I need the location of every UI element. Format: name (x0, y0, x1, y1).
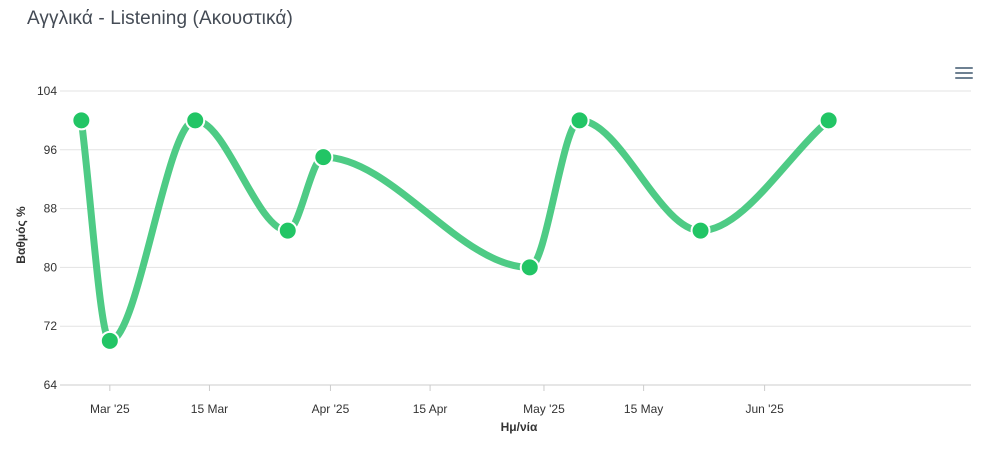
data-point (519, 257, 540, 278)
y-tick-label: 80 (44, 260, 58, 274)
data-point (569, 110, 590, 131)
data-point (99, 330, 120, 351)
x-tick-label: Mar '25 (90, 402, 130, 416)
grid-lines (60, 90, 971, 386)
x-axis-title: Ημ/νία (501, 420, 538, 434)
y-tick-label: 96 (44, 143, 58, 157)
y-tick-label: 72 (44, 319, 58, 333)
x-tick-label: May '25 (523, 402, 565, 416)
hamburger-menu-icon[interactable] (953, 64, 975, 82)
x-tick-label: Apr '25 (312, 402, 350, 416)
y-axis-title: Βαθμός % (14, 206, 28, 264)
data-point (690, 220, 711, 241)
data-point (277, 220, 298, 241)
axes: 64 72 80 88 96 104 Mar '25 15 Mar Apr '25 15 Apr M… (37, 84, 784, 416)
data-point (71, 110, 92, 131)
x-tick-label: 15 Mar (191, 402, 228, 416)
chart-title: Αγγλικά - Listening (Ακουστικά) (27, 8, 293, 29)
x-tick-label: 15 May (624, 402, 663, 416)
series (71, 110, 839, 351)
y-tick-label: 104 (37, 84, 57, 98)
x-tick-label: 15 Apr (413, 402, 448, 416)
series-line (77, 116, 833, 345)
y-tick-label: 88 (44, 202, 58, 216)
y-tick-label: 64 (44, 378, 58, 392)
data-point (313, 147, 334, 168)
data-point (185, 110, 206, 131)
data-point (818, 110, 839, 131)
x-tick-label: Jun '25 (745, 402, 784, 416)
